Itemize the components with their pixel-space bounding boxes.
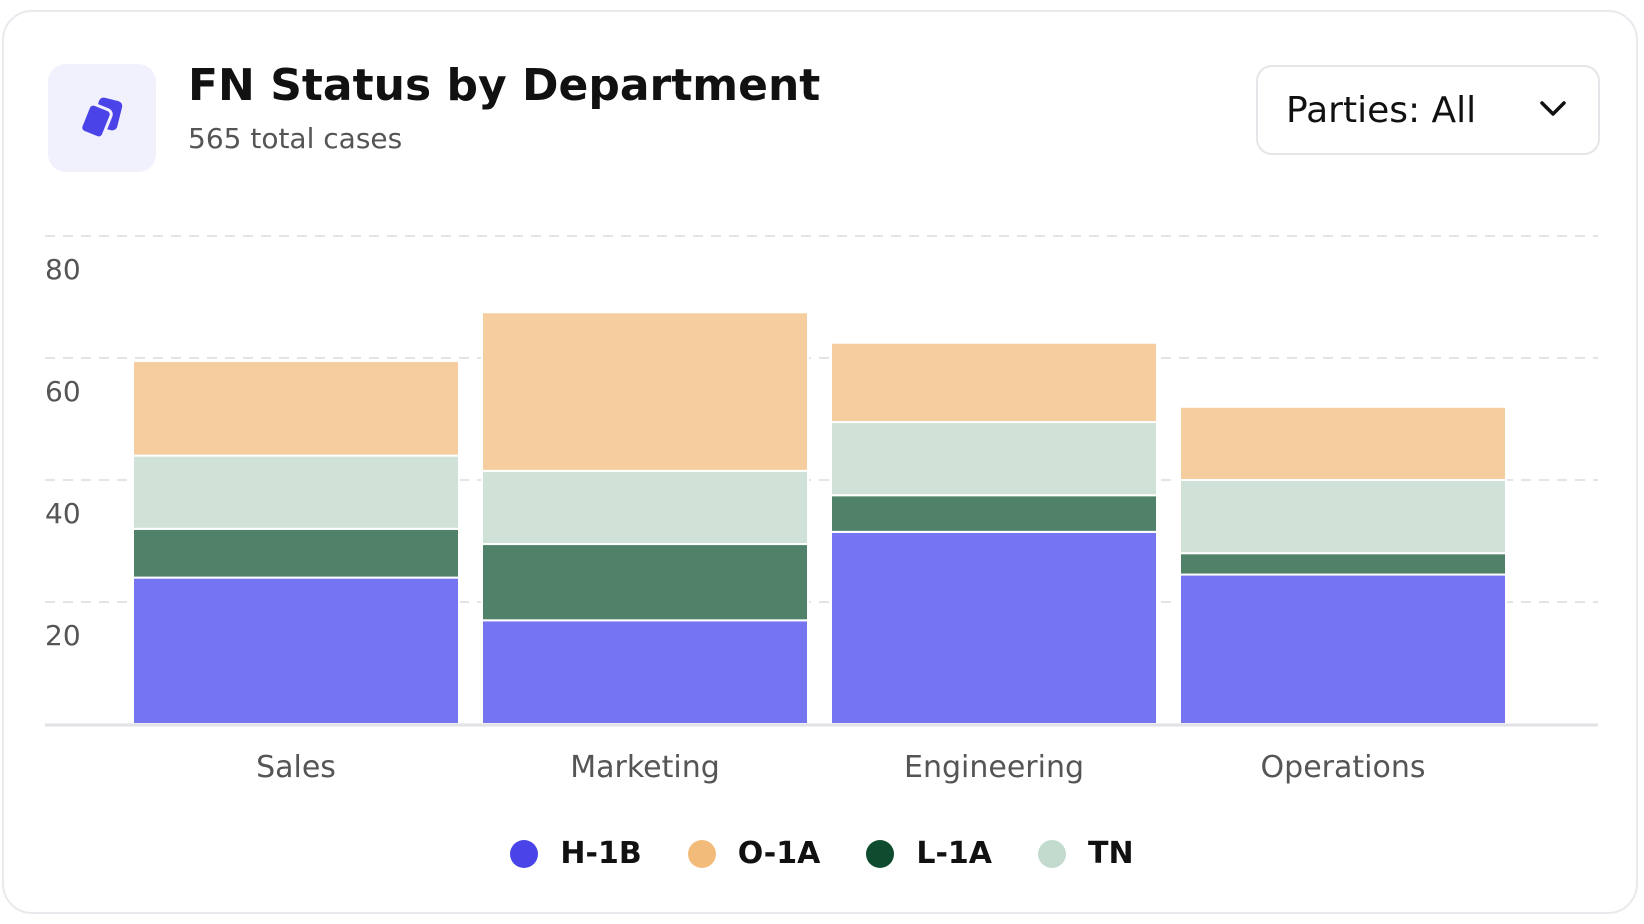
- total-cases-subtitle: 565 total cases: [188, 122, 403, 155]
- legend-item-o-1a: O-1A: [687, 836, 821, 871]
- bar-segment-l-1a-marketing: [481, 543, 809, 622]
- bar-segment-tn-engineering: [830, 421, 1158, 497]
- bar-segment-l-1a-operations: [1179, 552, 1507, 576]
- bar-segment-h-1b-engineering: [830, 530, 1158, 725]
- bar-segment-tn-marketing: [481, 469, 809, 546]
- y-tick-label: 60: [45, 375, 81, 408]
- bar-segment-o-1a-sales: [132, 360, 460, 457]
- chart-legend: H-1B O-1A L-1A TN: [0, 836, 1644, 871]
- x-tick-label-sales: Sales: [256, 750, 336, 785]
- chevron-down-icon: [1540, 101, 1566, 116]
- bar-segment-l-1a-engineering: [830, 494, 1158, 533]
- header-icon-tile: [48, 64, 156, 172]
- parties-filter-label: Parties: All: [1286, 89, 1477, 131]
- legend-item-h-1b: H-1B: [510, 836, 642, 871]
- legend-swatch-l-1a: [866, 839, 895, 868]
- y-tick-label: 20: [45, 619, 81, 652]
- x-tick-label-operations: Operations: [1261, 750, 1426, 785]
- bar-segment-h-1b-sales: [132, 576, 460, 725]
- legend-label-tn: TN: [1088, 836, 1134, 871]
- x-tick-label-engineering: Engineering: [904, 750, 1084, 785]
- y-tick-label: 40: [45, 497, 81, 530]
- x-tick-label-marketing: Marketing: [570, 750, 720, 785]
- bar-segment-h-1b-marketing: [481, 619, 809, 725]
- legend-swatch-h-1b: [510, 839, 539, 868]
- bar-segment-h-1b-operations: [1179, 573, 1507, 725]
- parties-filter-dropdown[interactable]: Parties: All: [1256, 65, 1600, 155]
- stacked-cards-icon: [79, 97, 123, 140]
- legend-item-tn: TN: [1038, 836, 1134, 871]
- legend-label-h-1b: H-1B: [560, 836, 642, 871]
- legend-swatch-tn: [1038, 839, 1066, 868]
- y-tick-label: 80: [45, 253, 81, 286]
- bar-segment-tn-operations: [1179, 479, 1507, 555]
- bar-segment-l-1a-sales: [132, 527, 460, 579]
- bar-segment-o-1a-engineering: [830, 341, 1158, 424]
- bar-segment-o-1a-marketing: [481, 311, 809, 472]
- legend-label-l-1a: L-1A: [916, 836, 992, 871]
- legend-swatch-o-1a: [687, 839, 716, 868]
- legend-item-l-1a: L-1A: [866, 836, 992, 871]
- bar-segment-tn-sales: [132, 454, 460, 530]
- page-title: FN Status by Department: [188, 60, 821, 111]
- legend-label-o-1a: O-1A: [737, 836, 821, 871]
- bar-segment-o-1a-operations: [1179, 405, 1507, 481]
